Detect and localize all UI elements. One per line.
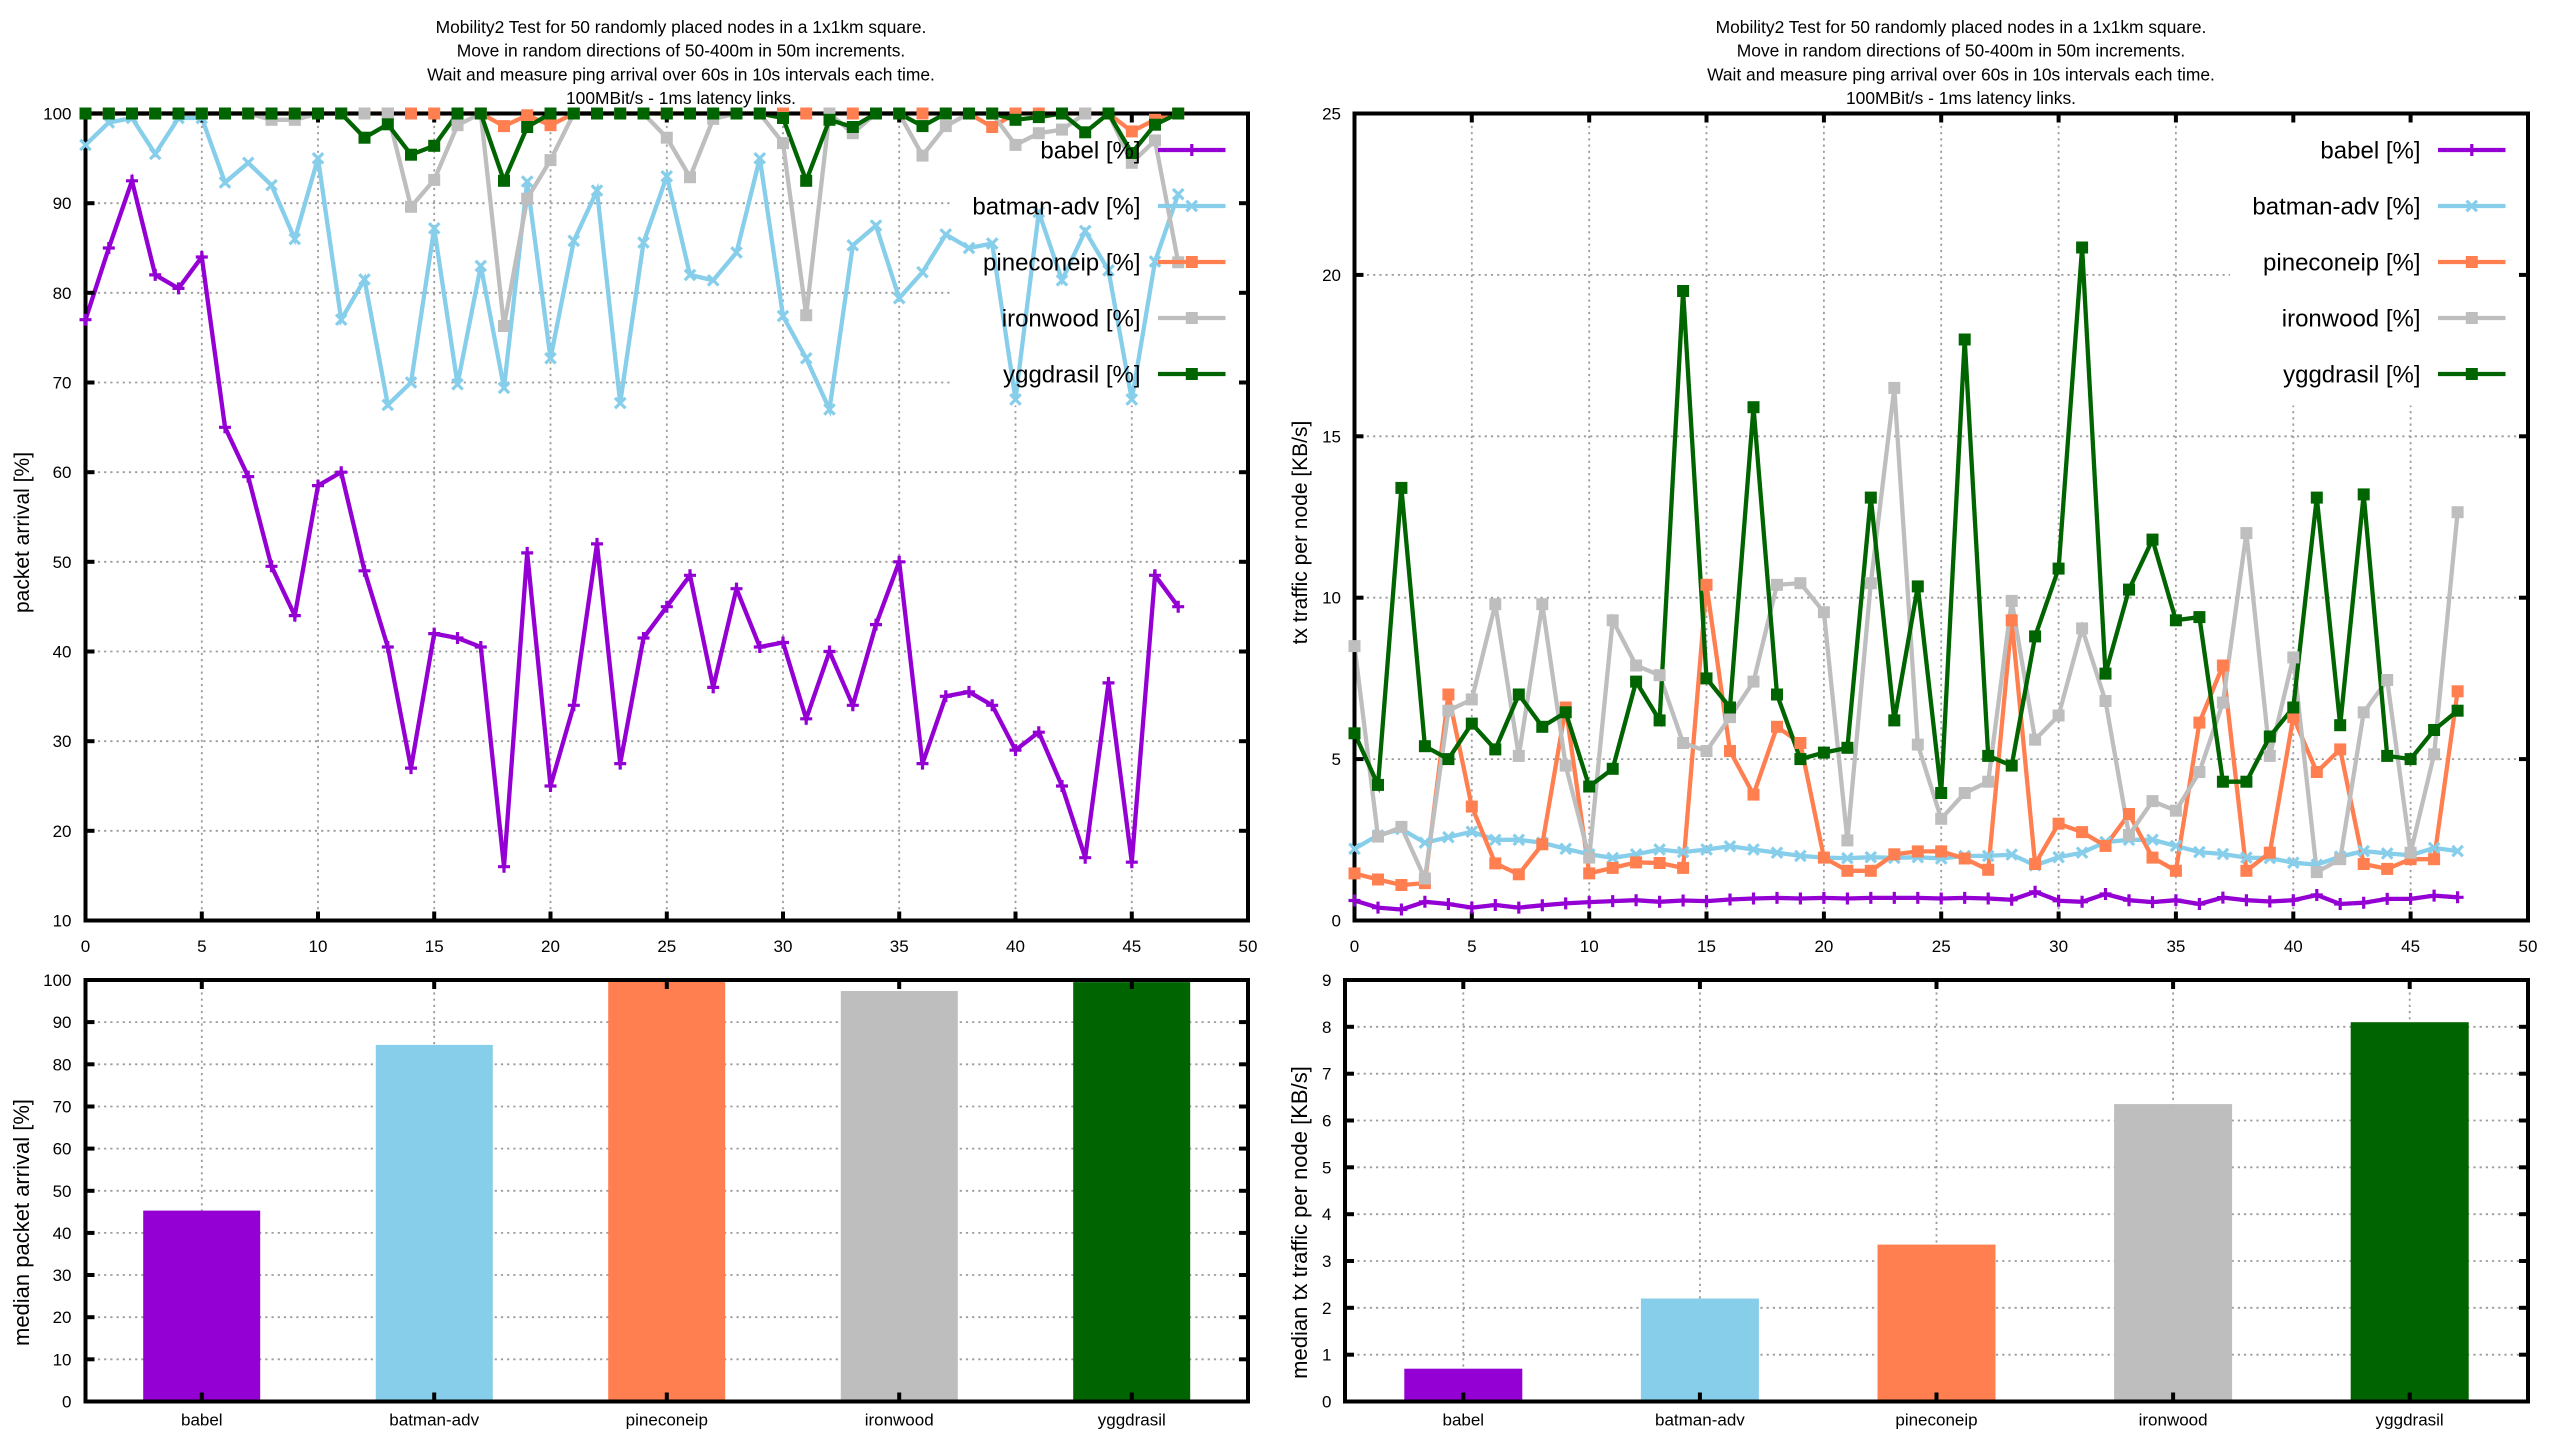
svg-text:10: 10 [53, 912, 72, 931]
svg-text:Mobility2 Test for 50 randomly: Mobility2 Test for 50 randomly placed no… [1716, 17, 2207, 37]
svg-text:40: 40 [53, 1224, 72, 1243]
svg-text:yggdrasil [%]: yggdrasil [%] [2283, 362, 2420, 389]
svg-text:20: 20 [541, 937, 560, 956]
svg-text:3: 3 [1322, 1252, 1331, 1271]
svg-text:90: 90 [53, 1013, 72, 1032]
svg-text:Mobility2 Test for 50 randomly: Mobility2 Test for 50 randomly placed no… [436, 17, 927, 37]
svg-text:ironwood: ironwood [2139, 1411, 2208, 1430]
svg-text:20: 20 [1814, 937, 1833, 956]
svg-text:30: 30 [774, 937, 793, 956]
svg-text:0: 0 [1322, 1393, 1331, 1412]
svg-text:50: 50 [53, 553, 72, 572]
svg-text:60: 60 [53, 1140, 72, 1159]
svg-text:yggdrasil: yggdrasil [2376, 1411, 2444, 1430]
svg-text:tx traffic per node [KB/s]: tx traffic per node [KB/s] [1289, 421, 1312, 645]
svg-text:Move in random directions of 5: Move in random directions of 50-400m in … [457, 41, 906, 61]
svg-text:Wait and measure ping arrival: Wait and measure ping arrival over 60s i… [1707, 64, 2215, 84]
svg-text:ironwood [%]: ironwood [%] [1002, 306, 1141, 333]
svg-text:35: 35 [890, 937, 909, 956]
svg-text:yggdrasil: yggdrasil [1098, 1411, 1166, 1430]
svg-text:10: 10 [1322, 589, 1341, 608]
svg-text:yggdrasil [%]: yggdrasil [%] [1003, 362, 1140, 389]
svg-text:90: 90 [53, 194, 72, 213]
svg-text:8: 8 [1322, 1018, 1331, 1037]
svg-text:0: 0 [81, 937, 90, 956]
svg-text:batman-adv: batman-adv [1655, 1411, 1745, 1430]
svg-text:50: 50 [2519, 937, 2538, 956]
svg-text:6: 6 [1322, 1112, 1331, 1131]
svg-text:Move in random directions of 5: Move in random directions of 50-400m in … [1737, 41, 2186, 61]
svg-text:80: 80 [53, 284, 72, 303]
svg-text:babel: babel [181, 1411, 223, 1430]
svg-text:babel: babel [1442, 1411, 1484, 1430]
svg-text:15: 15 [1697, 937, 1716, 956]
svg-text:batman-adv: batman-adv [389, 1411, 479, 1430]
svg-text:0: 0 [62, 1393, 71, 1412]
svg-text:40: 40 [53, 643, 72, 662]
svg-text:pineconeip [%]: pineconeip [%] [983, 250, 1140, 277]
svg-text:7: 7 [1322, 1065, 1331, 1084]
svg-text:40: 40 [2284, 937, 2303, 956]
svg-text:packet arrival [%]: packet arrival [%] [11, 452, 34, 613]
svg-text:25: 25 [657, 937, 676, 956]
svg-text:30: 30 [2049, 937, 2068, 956]
svg-text:5: 5 [1332, 750, 1341, 769]
svg-text:45: 45 [1122, 937, 1141, 956]
svg-text:2: 2 [1322, 1299, 1331, 1318]
svg-text:5: 5 [1322, 1158, 1331, 1177]
svg-text:10: 10 [1580, 937, 1599, 956]
svg-text:Wait and measure ping arrival: Wait and measure ping arrival over 60s i… [427, 64, 935, 84]
svg-text:20: 20 [53, 1308, 72, 1327]
svg-text:batman-adv [%]: batman-adv [%] [2252, 194, 2420, 221]
svg-text:4: 4 [1322, 1205, 1331, 1224]
svg-text:20: 20 [53, 822, 72, 841]
svg-text:10: 10 [309, 937, 328, 956]
svg-text:60: 60 [53, 463, 72, 482]
svg-text:30: 30 [53, 1266, 72, 1285]
svg-text:40: 40 [1006, 937, 1025, 956]
svg-text:100MBit/s - 1ms latency links.: 100MBit/s - 1ms latency links. [566, 88, 796, 108]
svg-text:ironwood [%]: ironwood [%] [2282, 306, 2421, 333]
svg-text:25: 25 [1932, 937, 1951, 956]
svg-text:babel [%]: babel [%] [2320, 138, 2420, 165]
svg-text:0: 0 [1350, 937, 1359, 956]
svg-text:ironwood: ironwood [865, 1411, 934, 1430]
svg-text:babel [%]: babel [%] [1040, 138, 1140, 165]
svg-text:15: 15 [425, 937, 444, 956]
svg-text:100: 100 [43, 971, 71, 990]
svg-text:50: 50 [53, 1182, 72, 1201]
svg-text:10: 10 [53, 1350, 72, 1369]
svg-text:100: 100 [43, 105, 71, 124]
svg-text:30: 30 [53, 732, 72, 751]
svg-text:batman-adv [%]: batman-adv [%] [972, 194, 1140, 221]
svg-text:45: 45 [2401, 937, 2420, 956]
svg-text:pineconeip [%]: pineconeip [%] [2263, 250, 2420, 277]
svg-text:70: 70 [53, 374, 72, 393]
svg-text:100MBit/s - 1ms latency links.: 100MBit/s - 1ms latency links. [1846, 88, 2076, 108]
svg-text:70: 70 [53, 1098, 72, 1117]
svg-text:0: 0 [1332, 912, 1341, 931]
svg-text:35: 35 [2166, 937, 2185, 956]
svg-text:median tx traffic per node [KB: median tx traffic per node [KB/s] [1287, 1066, 1312, 1379]
svg-text:80: 80 [53, 1055, 72, 1074]
svg-text:5: 5 [1467, 937, 1476, 956]
svg-text:5: 5 [197, 937, 206, 956]
svg-text:9: 9 [1322, 971, 1331, 990]
svg-text:pineconeip: pineconeip [1895, 1411, 1977, 1430]
svg-text:median packet arrival [%]: median packet arrival [%] [9, 1099, 34, 1346]
svg-text:25: 25 [1322, 105, 1341, 124]
svg-text:1: 1 [1322, 1346, 1331, 1365]
svg-text:20: 20 [1322, 266, 1341, 285]
svg-text:pineconeip: pineconeip [626, 1411, 708, 1430]
svg-text:15: 15 [1322, 427, 1341, 446]
svg-text:50: 50 [1239, 937, 1258, 956]
